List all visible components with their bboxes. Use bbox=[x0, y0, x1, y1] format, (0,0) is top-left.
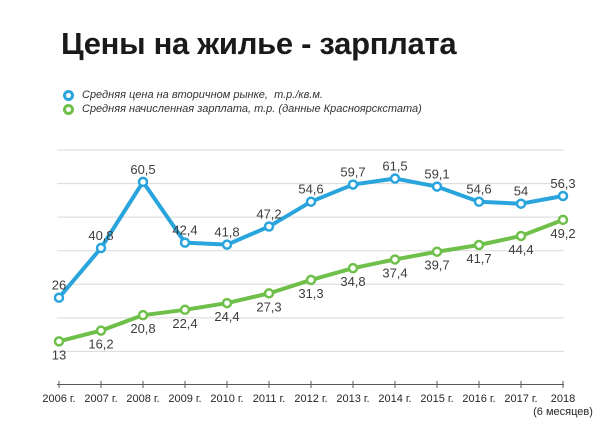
x-axis-label: 2006 г. bbox=[42, 393, 75, 405]
x-axis-label: 2015 г. bbox=[420, 393, 453, 405]
data-point-marker bbox=[473, 239, 485, 251]
data-point-marker bbox=[389, 254, 401, 265]
data-point-marker bbox=[347, 262, 359, 274]
data-point-marker bbox=[179, 304, 191, 316]
data-point-label: 41,7 bbox=[466, 251, 491, 266]
data-point-marker bbox=[389, 173, 401, 184]
data-point-label: 24,4 bbox=[214, 309, 239, 324]
data-point-label: 60,5 bbox=[130, 162, 155, 177]
data-point-label: 61,5 bbox=[382, 159, 407, 174]
data-point-label: 54,6 bbox=[298, 182, 323, 197]
data-point-marker bbox=[347, 179, 359, 190]
data-point-label: 34,8 bbox=[340, 274, 365, 289]
data-point-marker bbox=[221, 297, 233, 309]
data-point-label: 13 bbox=[52, 347, 66, 362]
data-point-marker bbox=[305, 274, 317, 286]
data-point-label: 16,2 bbox=[88, 337, 113, 352]
x-axis-label: 2008 г. bbox=[126, 393, 159, 405]
data-point-marker bbox=[431, 246, 443, 257]
data-point-marker bbox=[263, 288, 275, 299]
data-point-label: 40,8 bbox=[88, 228, 113, 243]
x-axis-label: 2009 г. bbox=[168, 393, 201, 405]
data-point-marker bbox=[263, 221, 275, 232]
legend: Средняя цена на вторичном рынке, т.р./кв… bbox=[63, 88, 422, 116]
data-point-marker bbox=[557, 190, 569, 202]
data-point-label: 59,1 bbox=[424, 167, 449, 182]
data-point-label: 37,4 bbox=[382, 265, 407, 280]
data-point-label: 31,3 bbox=[298, 286, 323, 301]
x-axis-label: 2017 г. bbox=[504, 393, 537, 405]
x-axis-label: 2011 г. bbox=[253, 393, 285, 405]
data-point-marker bbox=[305, 196, 317, 207]
data-point-label: 44,4 bbox=[508, 242, 533, 257]
data-point-marker bbox=[473, 196, 485, 207]
x-axis-note: (6 месяцев) bbox=[533, 406, 593, 418]
data-point-label: 59,7 bbox=[340, 165, 365, 180]
data-point-marker bbox=[95, 325, 107, 336]
data-point-label: 47,2 bbox=[256, 207, 281, 222]
data-point-marker bbox=[137, 309, 149, 321]
x-axis-label: 2012 г. bbox=[294, 393, 327, 405]
x-axis-label: 2010 г. bbox=[210, 393, 243, 405]
data-point-label: 41,8 bbox=[214, 225, 239, 240]
legend-item-secondary-market-price: Средняя цена на вторичном рынке, т.р./кв… bbox=[63, 88, 422, 102]
x-axis-label: 2014 г. bbox=[378, 393, 411, 405]
data-point-label: 56,3 bbox=[550, 176, 575, 191]
data-point-label: 26 bbox=[52, 278, 66, 293]
data-point-marker bbox=[95, 242, 107, 254]
data-point-label: 39,7 bbox=[424, 258, 449, 273]
data-point-marker bbox=[557, 214, 569, 226]
data-point-label: 54,6 bbox=[466, 182, 491, 197]
legend-ring-marker-icon bbox=[63, 103, 74, 115]
legend-ring-marker-icon bbox=[63, 89, 74, 101]
data-point-marker bbox=[53, 292, 65, 303]
data-point-marker bbox=[515, 198, 527, 209]
data-point-label: 20,8 bbox=[130, 321, 155, 336]
data-point-marker bbox=[431, 181, 443, 192]
x-axis-label: 2018 bbox=[551, 393, 575, 405]
data-point-marker bbox=[221, 239, 233, 250]
legend-label-secondary-market-price: Средняя цена на вторичном рынке, т.р./кв… bbox=[82, 89, 323, 101]
chart-title: Цены на жилье - зарплата bbox=[61, 26, 457, 61]
data-point-label: 42,4 bbox=[172, 223, 197, 238]
data-point-marker bbox=[515, 230, 527, 242]
data-point-label: 22,4 bbox=[172, 316, 197, 331]
data-point-marker bbox=[179, 237, 191, 248]
legend-label-average-salary: Средняя начисленная зарплата, т.р. (данн… bbox=[82, 103, 422, 115]
data-point-label: 49,2 bbox=[550, 226, 575, 241]
data-point-label: 54 bbox=[514, 184, 528, 199]
data-point-label: 27,3 bbox=[256, 299, 281, 314]
legend-item-average-salary: Средняя начисленная зарплата, т.р. (данн… bbox=[63, 102, 422, 116]
x-axis-label: 2016 г. bbox=[462, 393, 495, 405]
data-point-marker bbox=[137, 176, 149, 188]
x-axis-label: 2013 г. bbox=[336, 393, 369, 405]
x-axis-label: 2007 г. bbox=[84, 393, 117, 405]
data-point-marker bbox=[53, 336, 65, 347]
